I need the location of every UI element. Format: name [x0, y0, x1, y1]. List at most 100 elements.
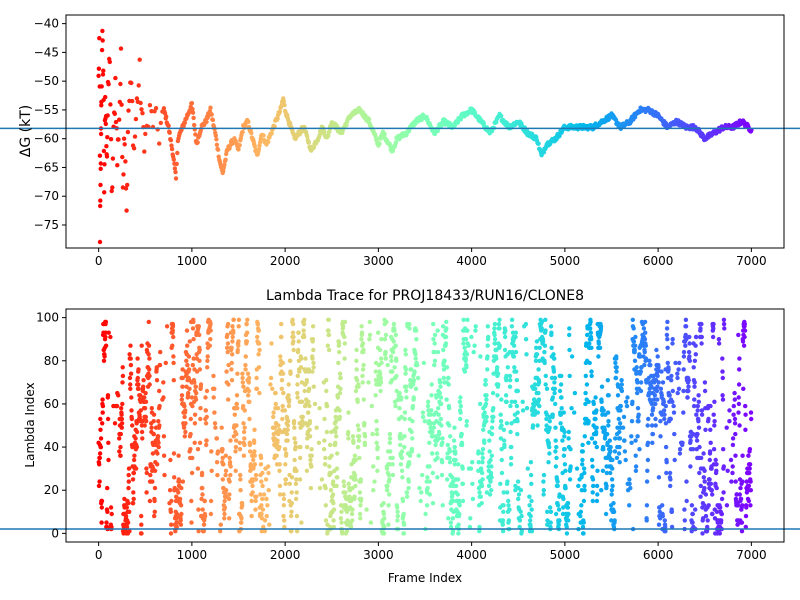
- lambda-point: [435, 349, 441, 355]
- lambda-point: [361, 347, 366, 353]
- lambda-point: [743, 403, 748, 409]
- lambda-point: [508, 429, 513, 435]
- lambda-point: [204, 442, 209, 448]
- lambda-point: [96, 483, 102, 489]
- lambda-points: [96, 317, 754, 536]
- lambda-point: [513, 334, 518, 340]
- lambda-point: [660, 380, 666, 385]
- lambda-point: [195, 447, 201, 452]
- lambda-point: [580, 462, 585, 467]
- delta-g-point: [98, 166, 103, 171]
- lambda-point: [432, 358, 438, 363]
- lambda-point: [594, 429, 599, 435]
- lambda-point: [441, 347, 446, 353]
- lambda-point: [609, 518, 614, 523]
- lambda-point: [740, 339, 746, 344]
- lambda-point: [670, 399, 675, 404]
- lambda-point: [192, 440, 197, 445]
- lambda-point: [146, 352, 151, 357]
- lambda-x-tick-label: 7000: [736, 548, 767, 562]
- lambda-point: [509, 421, 514, 426]
- lambda-point: [226, 362, 231, 368]
- delta-g-points: [96, 28, 754, 245]
- lambda-point: [453, 457, 458, 463]
- lambda-point: [286, 393, 291, 398]
- lambda-point: [258, 462, 264, 467]
- lambda-point: [684, 479, 689, 484]
- lambda-point: [696, 419, 701, 424]
- lambda-point: [285, 423, 291, 428]
- lambda-point: [399, 395, 404, 400]
- lambda-point: [730, 436, 736, 441]
- delta-g-point: [311, 145, 317, 150]
- lambda-point: [388, 449, 393, 454]
- lambda-point: [505, 490, 510, 495]
- lambda-point: [208, 321, 213, 327]
- lambda-point: [496, 321, 502, 327]
- lambda-point: [333, 419, 339, 424]
- lambda-point: [280, 360, 286, 366]
- delta-g-point: [120, 154, 125, 160]
- lambda-point: [280, 371, 286, 376]
- lambda-point: [504, 421, 510, 426]
- lambda-point: [496, 382, 501, 387]
- lambda-point: [257, 347, 262, 353]
- lambda-point: [147, 382, 152, 387]
- lambda-point: [393, 343, 398, 348]
- delta-g-point: [99, 103, 104, 108]
- lambda-point: [97, 479, 102, 484]
- lambda-point: [569, 406, 574, 411]
- lambda-point: [453, 483, 459, 489]
- lambda-point: [156, 419, 161, 424]
- lambda-point: [431, 321, 436, 327]
- delta-g-point: [101, 148, 107, 154]
- lambda-point: [334, 483, 339, 489]
- lambda-point: [478, 494, 483, 499]
- lambda-point: [354, 347, 359, 353]
- lambda-point: [245, 371, 251, 376]
- lambda-point: [281, 496, 287, 502]
- lambda-point: [346, 481, 351, 486]
- lambda-point: [551, 369, 557, 374]
- lambda-point: [260, 507, 266, 512]
- delta-g-point: [126, 108, 131, 113]
- lambda-point: [281, 513, 286, 519]
- lambda-point: [457, 498, 462, 504]
- lambda-point: [748, 488, 753, 493]
- lambda-point: [589, 436, 595, 441]
- lambda-point: [228, 464, 233, 469]
- lambda-point: [644, 479, 650, 484]
- lambda-point: [638, 369, 643, 374]
- lambda-point: [189, 520, 194, 525]
- delta-g-point: [134, 96, 140, 101]
- lambda-point: [501, 427, 507, 432]
- lambda-point: [470, 496, 476, 502]
- lambda-point: [223, 472, 228, 478]
- lambda-point: [553, 511, 559, 517]
- lambda-point: [578, 509, 584, 514]
- lambda-point: [234, 431, 239, 437]
- delta-g-point: [117, 117, 122, 122]
- delta-g-point: [130, 98, 135, 104]
- lambda-point: [129, 408, 134, 413]
- lambda-point: [744, 479, 749, 484]
- lambda-point: [497, 343, 502, 348]
- lambda-point: [443, 341, 449, 346]
- lambda-point: [285, 438, 290, 443]
- delta-g-point: [102, 162, 107, 167]
- lambda-point: [492, 321, 498, 327]
- lambda-point: [323, 518, 329, 523]
- lambda-point: [254, 494, 259, 499]
- lambda-point: [503, 328, 508, 333]
- lambda-point: [259, 479, 264, 484]
- delta-g-point: [191, 115, 196, 121]
- lambda-point: [590, 477, 596, 482]
- lambda-point: [576, 483, 581, 489]
- lambda-point: [437, 380, 443, 385]
- lambda-y-axis-label: Lambda Index: [23, 382, 37, 467]
- lambda-point: [563, 485, 568, 491]
- lambda-point: [100, 397, 105, 402]
- lambda-point: [658, 434, 663, 439]
- lambda-point: [273, 390, 278, 396]
- lambda-point: [658, 419, 663, 424]
